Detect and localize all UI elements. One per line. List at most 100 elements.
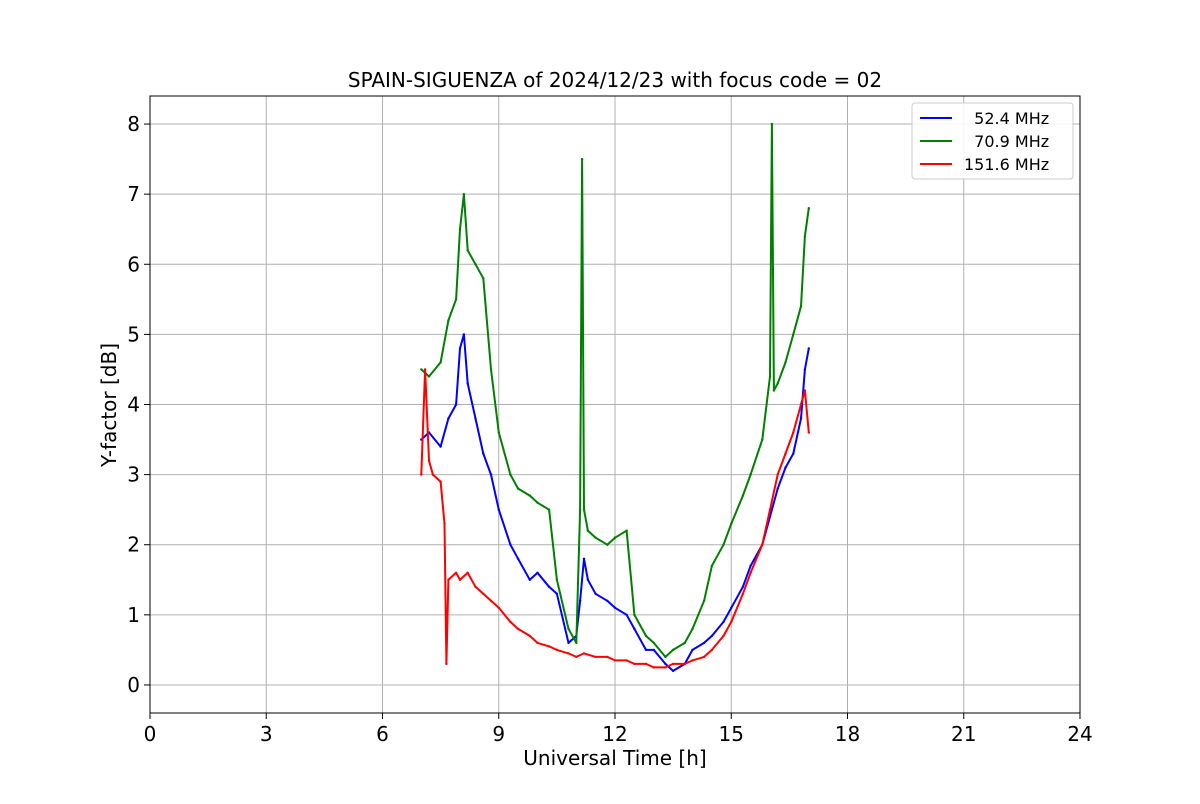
series-1-point: [749, 473, 752, 476]
series-1-point: [784, 361, 787, 364]
legend: 52.4 MHz 70.9 MHz 151.6 MHz: [911, 102, 1074, 180]
series-2-point: [807, 431, 810, 434]
series-1-point: [462, 193, 466, 196]
y-tick-label: 6: [127, 252, 140, 276]
series-1-point: [772, 389, 776, 392]
series-0-point: [702, 641, 706, 645]
series-2-point: [691, 659, 694, 662]
x-axis-label: Universal Time [h]: [523, 746, 706, 770]
series-0-point: [691, 648, 694, 652]
series-1-point: [509, 473, 512, 476]
series-layer: [420, 122, 810, 673]
series-2-point: [582, 652, 586, 655]
series-1-point: [439, 361, 442, 364]
series-2-point: [445, 662, 448, 666]
series-0-point: [644, 648, 648, 652]
series-1-point: [575, 641, 578, 645]
series-1-point: [489, 368, 493, 371]
series-1-point: [555, 578, 559, 581]
series-2-point: [683, 662, 686, 666]
series-1-point: [770, 122, 774, 126]
series-1-point: [466, 249, 469, 252]
series-2-point: [474, 585, 477, 588]
series-2-point: [458, 578, 462, 581]
y-tick-label: 1: [127, 603, 140, 627]
series-2-point: [509, 620, 512, 624]
y-tick-label: 3: [127, 463, 140, 487]
series-1-point: [613, 536, 617, 539]
series-1-point: [578, 508, 582, 511]
series-0-point: [586, 578, 590, 581]
x-tick-label: 3: [260, 722, 273, 746]
series-1-point: [497, 431, 500, 434]
x-tick-label: 24: [1067, 722, 1092, 746]
x-tick-label: 6: [376, 722, 389, 746]
series-2-point: [768, 508, 772, 511]
series-1-point: [606, 543, 609, 546]
series-2-point: [606, 655, 609, 659]
series-1-point: [730, 522, 733, 525]
y-tick-label: 5: [127, 322, 140, 346]
series-1-point: [768, 375, 772, 378]
series-2-point: [803, 389, 807, 392]
y-tick-label: 8: [127, 112, 140, 136]
legend-label-2: 151.6 MHz: [964, 155, 1049, 174]
series-2-point: [633, 662, 636, 666]
x-tick-label: 0: [144, 722, 157, 746]
series-2-point: [664, 666, 667, 669]
series-2-point: [784, 452, 787, 455]
series-2-point: [536, 641, 539, 645]
series-2-point: [447, 578, 450, 581]
series-0-point: [710, 634, 714, 638]
series-1-point: [799, 305, 803, 308]
series-1-point: [528, 494, 531, 497]
series-2-point: [489, 599, 493, 602]
series-1-point: [454, 298, 458, 301]
series-2-point: [671, 662, 675, 666]
series-0-point: [722, 620, 725, 624]
series-2-point: [420, 473, 423, 476]
series-2-point: [547, 645, 551, 648]
x-tick-label: 15: [719, 722, 744, 746]
series-1-point: [582, 508, 586, 511]
series-0-point: [567, 641, 570, 645]
series-2-point: [625, 659, 628, 662]
series-0-point: [652, 648, 655, 652]
series-0-point: [792, 452, 795, 455]
series-2-point: [799, 403, 803, 406]
series-2-point: [652, 666, 655, 669]
series-0-point: [633, 627, 636, 631]
series-0-point: [730, 606, 733, 609]
series-0-point: [454, 403, 458, 406]
series-2-point: [427, 459, 431, 462]
series-0-point: [613, 606, 617, 609]
series-0-point: [516, 557, 520, 560]
series-2-point: [741, 592, 745, 595]
series-2-point: [613, 659, 617, 662]
series-1-point: [586, 529, 590, 532]
chart-title: SPAIN-SIGUENZA of 2024/12/23 with focus …: [348, 68, 882, 92]
series-1-point: [803, 235, 807, 238]
series-2-point: [516, 627, 520, 631]
series-0-point: [439, 445, 442, 448]
series-2-point: [776, 473, 779, 476]
x-tick-label: 12: [602, 722, 627, 746]
series-0-point: [497, 508, 500, 511]
series-1-point: [567, 627, 570, 631]
series-0-point: [784, 466, 787, 469]
series-0-point: [664, 662, 667, 666]
series-1-point: [447, 319, 450, 322]
legend-box: [911, 102, 1074, 180]
series-0-point: [594, 592, 597, 595]
series-0-point: [807, 347, 810, 350]
series-2-point: [431, 473, 435, 476]
x-tick-label: 9: [492, 722, 505, 746]
series-1-point: [474, 263, 477, 266]
series-0-point: [482, 452, 485, 455]
series-1-point: [702, 599, 706, 602]
series-0-point: [458, 347, 462, 350]
series-1-point: [633, 613, 636, 616]
series-1-point: [691, 627, 694, 631]
series-2-point: [644, 662, 648, 666]
